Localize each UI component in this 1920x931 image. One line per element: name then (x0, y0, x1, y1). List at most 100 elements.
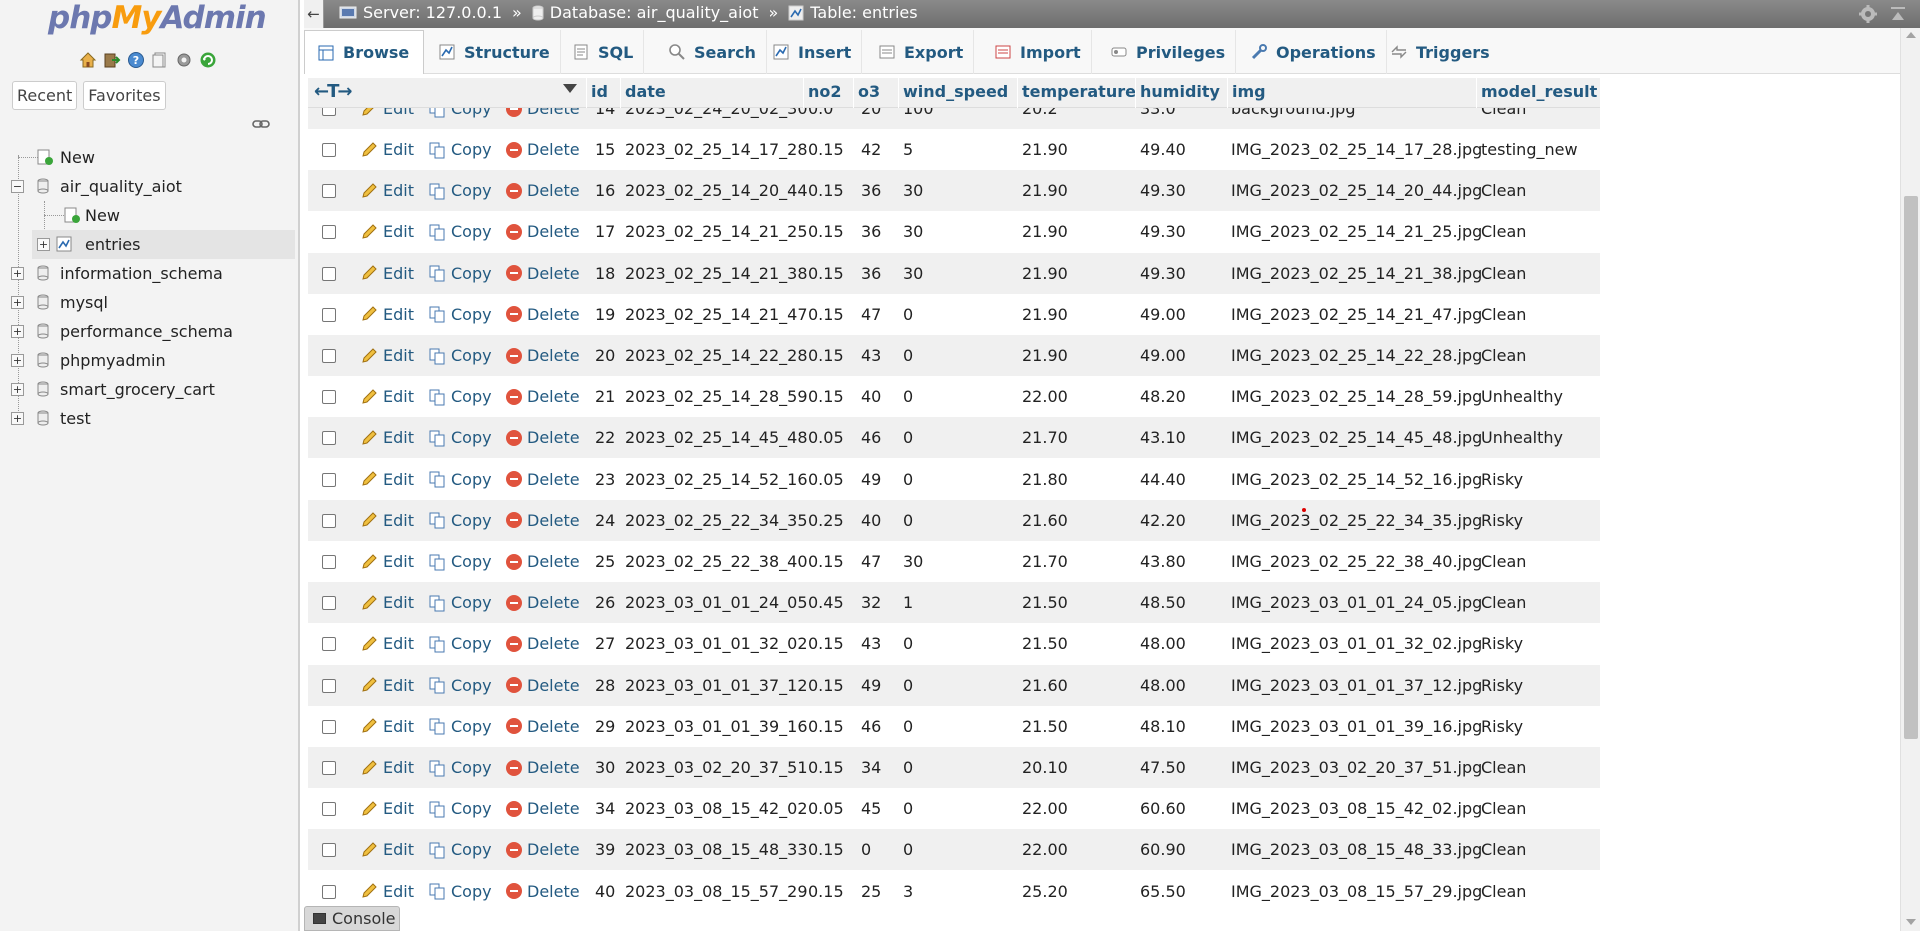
row-checkbox[interactable] (322, 390, 336, 405)
recent-tab[interactable]: Recent (12, 81, 78, 110)
copy-link[interactable]: Copy (428, 376, 492, 417)
tree-item-phpmyadmin[interactable]: + phpmyadmin (10, 346, 295, 375)
column-header-date[interactable]: date (620, 78, 666, 108)
edit-link[interactable]: Edit (360, 747, 414, 788)
scrollbar-thumb[interactable] (1904, 196, 1918, 739)
copy-link[interactable]: Copy (428, 170, 492, 211)
breadcrumb-database[interactable]: Database: air_quality_aiot (532, 3, 759, 22)
delete-link[interactable]: Delete (506, 500, 580, 541)
edit-link[interactable]: Edit (360, 582, 414, 623)
copy-link[interactable]: Copy (428, 129, 492, 170)
copy-link[interactable]: Copy (428, 253, 492, 294)
tree-item-performance-schema[interactable]: + performance_schema (10, 317, 295, 346)
tab-export[interactable]: Export (868, 30, 975, 74)
copy-link[interactable]: Copy (428, 829, 492, 870)
delete-link[interactable]: Delete (506, 170, 580, 211)
tab-search[interactable]: Search (658, 30, 767, 74)
docs-icon[interactable] (150, 50, 170, 70)
row-checkbox[interactable] (322, 596, 336, 611)
expand-toggle[interactable]: + (11, 267, 24, 280)
row-checkbox[interactable] (322, 678, 336, 693)
tree-item-smart-grocery-cart[interactable]: + smart_grocery_cart (10, 375, 295, 404)
edit-link[interactable]: Edit (360, 623, 414, 664)
copy-link[interactable]: Copy (428, 788, 492, 829)
edit-link[interactable]: Edit (360, 459, 414, 500)
copy-link[interactable]: Copy (428, 335, 492, 376)
tree-item-test[interactable]: + test (10, 404, 295, 433)
expand-toggle[interactable]: + (11, 354, 24, 367)
row-checkbox[interactable] (322, 307, 336, 322)
delete-link[interactable]: Delete (506, 829, 580, 870)
edit-link[interactable]: Edit (360, 829, 414, 870)
row-checkbox[interactable] (322, 266, 336, 281)
copy-link[interactable]: Copy (428, 871, 492, 912)
copy-link[interactable]: Copy (428, 582, 492, 623)
expand-toggle[interactable]: + (11, 383, 24, 396)
delete-link[interactable]: Delete (506, 871, 580, 912)
delete-link[interactable]: Delete (506, 665, 580, 706)
tree-item-new-table[interactable]: New (10, 201, 295, 230)
edit-link[interactable]: Edit (360, 170, 414, 211)
column-header-o3[interactable]: o3 (853, 78, 880, 108)
edit-link[interactable]: Edit (360, 665, 414, 706)
copy-link[interactable]: Copy (428, 541, 492, 582)
reload-icon[interactable] (198, 50, 218, 70)
tab-import[interactable]: Import (984, 30, 1092, 74)
vertical-scrollbar[interactable] (1900, 28, 1920, 931)
collapse-icon[interactable] (1888, 4, 1908, 24)
column-header-humidity[interactable]: humidity (1135, 78, 1220, 108)
expand-toggle[interactable]: + (11, 412, 24, 425)
delete-link[interactable]: Delete (506, 335, 580, 376)
edit-link[interactable]: Edit (360, 253, 414, 294)
tree-item-air-quality-aiot[interactable]: − air_quality_aiot (10, 172, 295, 201)
tab-privileges[interactable]: Privileges (1100, 30, 1237, 74)
tab-sql[interactable]: SQL (562, 30, 645, 74)
tab-operations[interactable]: Operations (1240, 30, 1387, 74)
scroll-up-arrow-icon[interactable] (1906, 32, 1916, 38)
sort-options-icon[interactable] (563, 84, 577, 93)
tree-item-new[interactable]: New (10, 143, 295, 172)
delete-link[interactable]: Delete (506, 706, 580, 747)
edit-link[interactable]: Edit (360, 376, 414, 417)
tree-item-information-schema[interactable]: + information_schema (10, 259, 295, 288)
gear-icon[interactable] (1858, 4, 1878, 24)
delete-link[interactable]: Delete (506, 747, 580, 788)
row-checkbox[interactable] (322, 843, 336, 858)
edit-link[interactable]: Edit (360, 871, 414, 912)
favorites-tab[interactable]: Favorites (83, 81, 166, 110)
tree-item-mysql[interactable]: + mysql (10, 288, 295, 317)
row-checkbox[interactable] (322, 349, 336, 363)
delete-link[interactable]: Delete (506, 376, 580, 417)
delete-link[interactable]: Delete (506, 253, 580, 294)
settings-icon[interactable] (174, 50, 194, 70)
tab-insert[interactable]: Insert (762, 30, 863, 74)
copy-link[interactable]: Copy (428, 623, 492, 664)
delete-link[interactable]: Delete (506, 417, 580, 458)
row-checkbox[interactable] (322, 225, 336, 240)
row-checkbox[interactable] (322, 761, 336, 775)
copy-link[interactable]: Copy (428, 706, 492, 747)
copy-link[interactable]: Copy (428, 294, 492, 335)
row-checkbox[interactable] (322, 719, 336, 734)
row-checkbox[interactable] (322, 513, 336, 528)
breadcrumb-table[interactable]: Table: entries (788, 3, 918, 22)
tab-structure[interactable]: Structure (428, 30, 561, 74)
delete-link[interactable]: Delete (506, 788, 580, 829)
delete-link[interactable]: Delete (506, 459, 580, 500)
row-checkbox[interactable] (322, 555, 336, 569)
edit-link[interactable]: Edit (360, 294, 414, 335)
copy-link[interactable]: Copy (428, 500, 492, 541)
delete-link[interactable]: Delete (506, 582, 580, 623)
edit-link[interactable]: Edit (360, 500, 414, 541)
console-toggle[interactable]: Console (304, 906, 400, 931)
edit-link[interactable]: Edit (360, 541, 414, 582)
row-checkbox[interactable] (322, 472, 336, 487)
row-checkbox[interactable] (322, 637, 336, 652)
delete-link[interactable]: Delete (506, 211, 580, 252)
delete-link[interactable]: Delete (506, 541, 580, 582)
link-icon[interactable] (252, 119, 270, 129)
home-icon[interactable] (78, 50, 98, 70)
column-header-img[interactable]: img (1227, 78, 1266, 108)
row-checkbox[interactable] (322, 431, 336, 446)
expand-toggle[interactable]: + (11, 296, 24, 309)
